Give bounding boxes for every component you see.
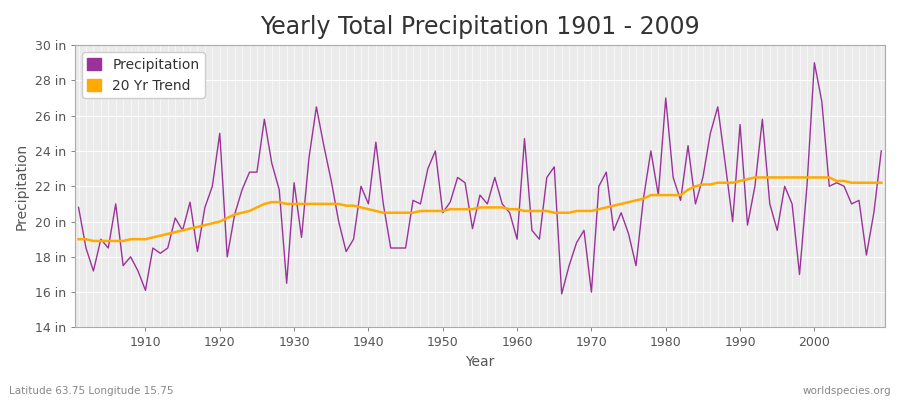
20 Yr Trend xyxy=(73,237,84,242)
Precipitation xyxy=(132,268,143,273)
Line: Precipitation: Precipitation xyxy=(78,63,881,294)
Precipitation xyxy=(608,228,619,233)
20 Yr Trend xyxy=(140,237,151,242)
20 Yr Trend xyxy=(348,203,359,208)
Precipitation xyxy=(341,249,352,254)
20 Yr Trend xyxy=(876,180,886,185)
Text: worldspecies.org: worldspecies.org xyxy=(803,386,891,396)
Precipitation xyxy=(73,205,84,210)
Title: Yearly Total Precipitation 1901 - 2009: Yearly Total Precipitation 1901 - 2009 xyxy=(260,15,699,39)
Line: 20 Yr Trend: 20 Yr Trend xyxy=(78,178,881,241)
Precipitation xyxy=(556,292,567,296)
Legend: Precipitation, 20 Yr Trend: Precipitation, 20 Yr Trend xyxy=(82,52,205,98)
20 Yr Trend xyxy=(303,202,314,206)
X-axis label: Year: Year xyxy=(465,355,495,369)
Precipitation xyxy=(876,148,886,153)
20 Yr Trend xyxy=(608,203,619,208)
Y-axis label: Precipitation: Precipitation xyxy=(15,143,29,230)
Precipitation xyxy=(296,235,307,240)
20 Yr Trend xyxy=(750,175,760,180)
20 Yr Trend xyxy=(519,208,530,213)
Precipitation xyxy=(504,210,515,215)
Text: Latitude 63.75 Longitude 15.75: Latitude 63.75 Longitude 15.75 xyxy=(9,386,174,396)
20 Yr Trend xyxy=(512,207,523,212)
Precipitation xyxy=(512,237,523,242)
20 Yr Trend xyxy=(88,238,99,243)
Precipitation xyxy=(809,60,820,65)
